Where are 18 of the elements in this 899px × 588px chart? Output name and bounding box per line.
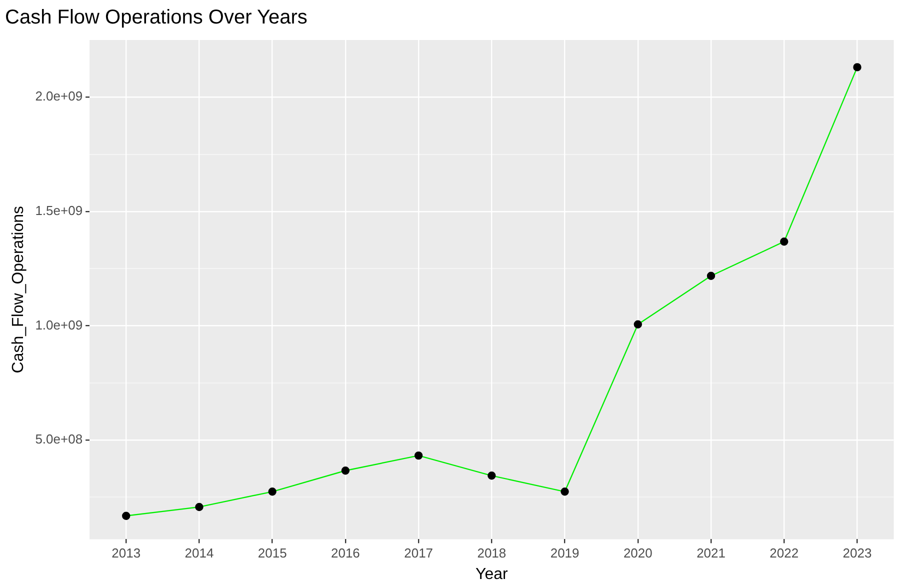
x-tick-label: 2013 — [112, 546, 141, 561]
y-axis-title: Cash_Flow_Operations — [10, 206, 28, 374]
x-tick-label: 2016 — [330, 546, 360, 561]
y-tick-label: 2.0e+09 — [35, 88, 83, 104]
x-tick-label: 2022 — [770, 546, 799, 561]
y-tick-label: 1.5e+09 — [35, 203, 83, 218]
y-tick-label: 5.0e+08 — [35, 432, 83, 447]
x-tick-label: 2017 — [404, 546, 434, 561]
y-tick-label: 1.0e+09 — [35, 317, 83, 332]
x-axis-title: Year — [476, 566, 509, 583]
x-tick-label: 2015 — [258, 546, 287, 561]
x-tick-label: 2021 — [696, 546, 726, 561]
x-tick-label: 2014 — [184, 546, 214, 561]
x-tick-label: 2020 — [623, 546, 652, 561]
chart-title: Cash Flow Operations Over Years — [5, 6, 308, 29]
x-tick-label: 2019 — [550, 546, 580, 561]
x-tick-label: 2023 — [842, 546, 872, 561]
x-tick-label: 2018 — [477, 546, 506, 561]
